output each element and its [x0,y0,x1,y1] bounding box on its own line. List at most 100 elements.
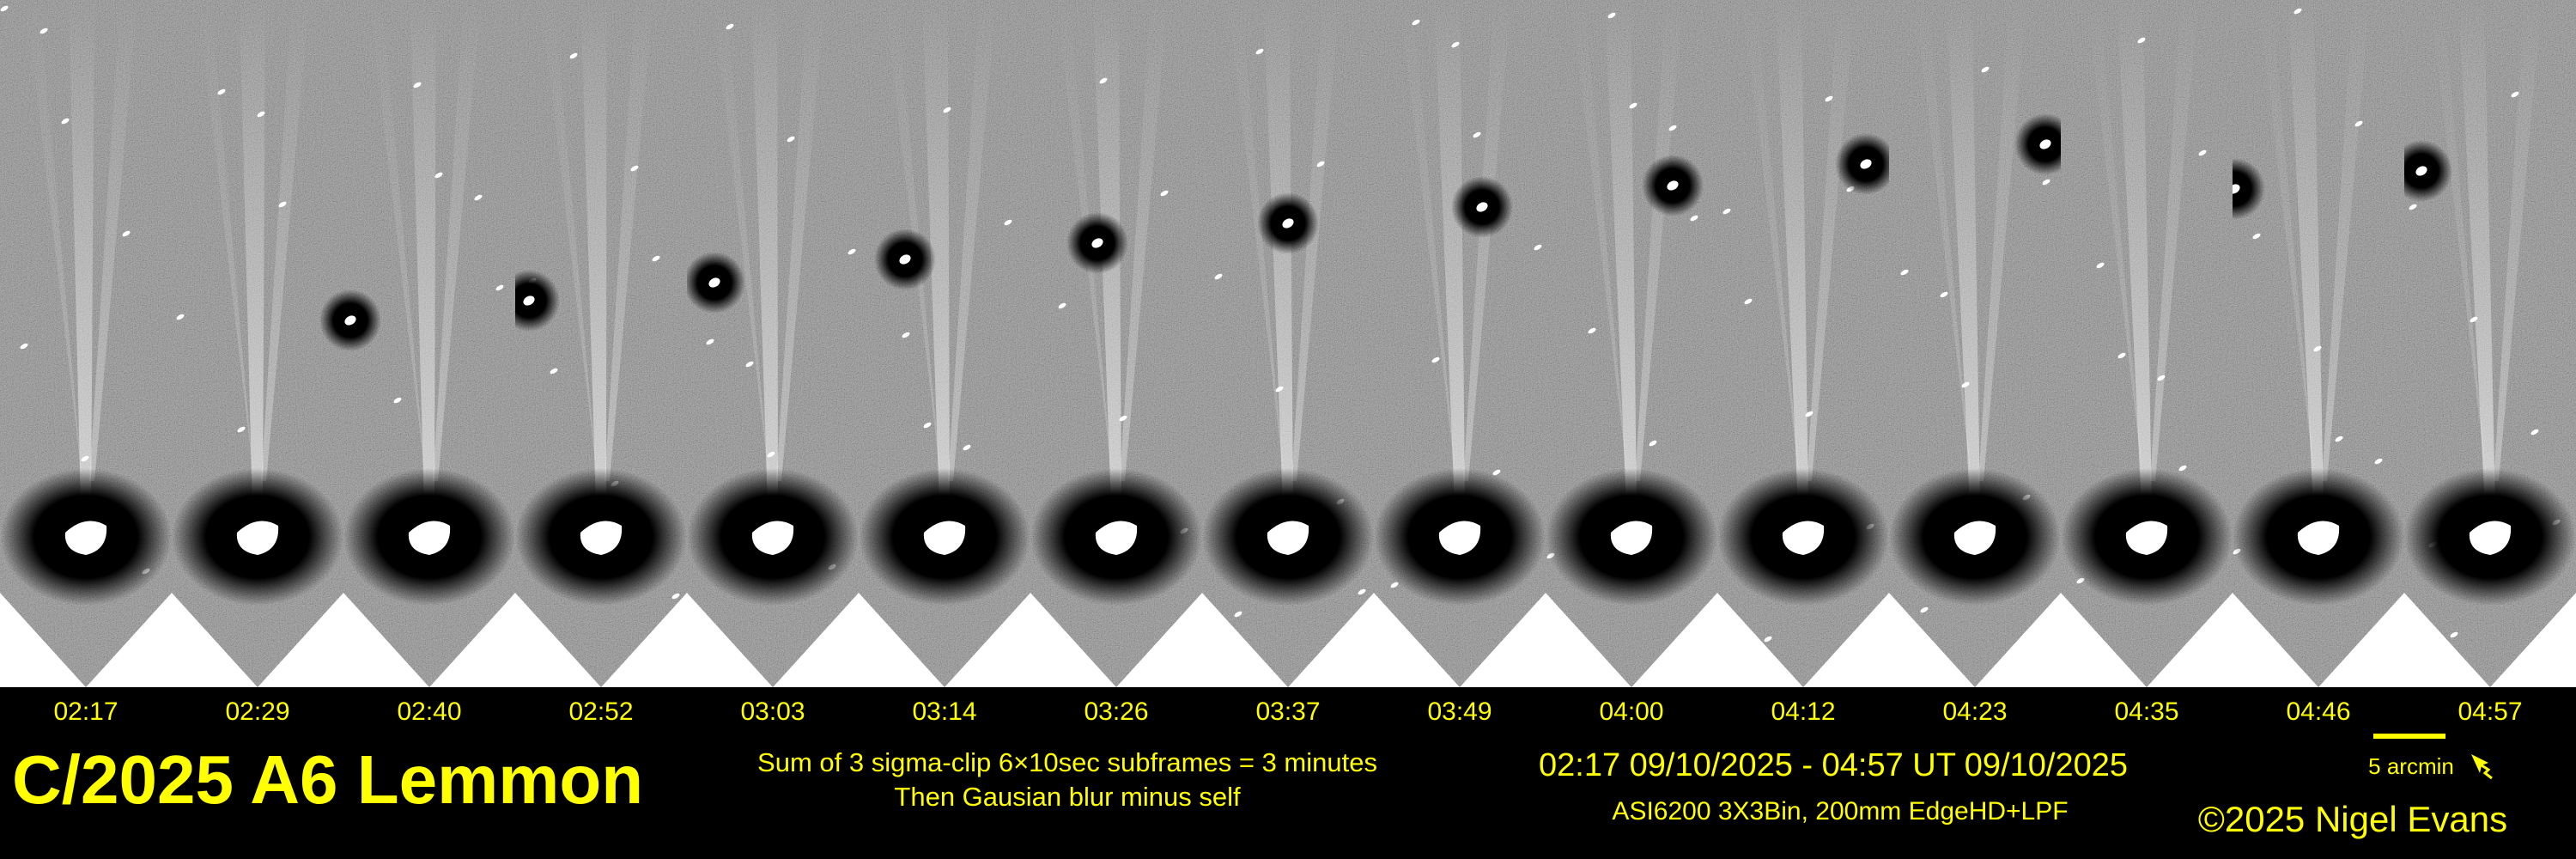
star [2042,179,2050,186]
star [2137,37,2146,44]
ion-tail [1605,0,1637,507]
star [1358,588,1366,595]
comet-frame [687,0,859,687]
star [1805,411,1814,417]
moving-object [1860,159,1872,169]
star [2335,436,2343,442]
star [1412,19,1420,26]
star [848,248,856,255]
nucleus [1267,521,1309,555]
comet-frame [2404,0,2576,687]
star [706,338,714,345]
ion-tail [1946,0,1980,507]
processing-line-2: Then Gausian blur minus self [894,782,1241,812]
nucleus [2297,521,2340,555]
star [1214,273,1223,280]
star [2198,149,2207,156]
star [1473,131,1481,138]
ion-tail [69,0,94,507]
nucleus [1782,521,1825,555]
nucleus [408,521,451,555]
moving-object [344,315,356,326]
nucleus [2469,521,2512,555]
star [1825,95,1833,102]
star [39,27,48,34]
nucleus [64,521,107,555]
star [745,361,754,368]
nucleus [1953,521,1996,555]
star [1534,244,1542,251]
nucleus [1610,521,1653,555]
star [902,332,910,338]
star [217,88,226,95]
ion-tail [922,0,950,507]
moving-object [1282,218,1294,228]
comet-frame [515,0,687,687]
nucleus [751,521,794,555]
frame-time-label: 03:37 [1255,698,1321,726]
star [1316,161,1325,168]
star [352,622,361,629]
comet-title: C/2025 A6 Lemmon [12,741,644,818]
star [1038,618,1047,624]
star [1668,125,1677,131]
frame-time-label: 04:23 [1942,698,2008,726]
star [1004,219,1012,226]
star [2450,631,2458,638]
star [176,314,185,320]
frame-time-label: 04:00 [1599,698,1664,726]
moving-object [899,254,911,265]
ion-tail [2117,0,2152,507]
star [1920,606,1929,613]
frame-time-label: 02:29 [225,698,290,726]
star [1275,386,1284,393]
star [1390,582,1399,588]
ion-tail [410,0,436,507]
moving-object [1476,202,1488,212]
star [923,422,932,429]
star [2117,352,2126,359]
ion-tail [2287,0,2324,507]
star [257,111,265,118]
star [278,201,287,208]
moving-object-halo [319,289,343,351]
frame-time-label: 03:14 [912,698,977,726]
moving-object [2039,139,2051,149]
star [1160,190,1169,197]
star [495,284,504,291]
star [1607,12,1616,19]
comet-frame [343,0,515,687]
star [882,647,890,654]
nucleus [580,521,623,555]
star [569,52,578,59]
direction-arrow-icon [2471,754,2493,780]
star [1234,611,1242,618]
ion-tail [1434,0,1465,507]
star [671,593,680,600]
star [1451,41,1460,48]
comet-frame [1374,0,1546,687]
star [1119,415,1127,422]
comet-frame [172,0,343,687]
star [1629,102,1637,109]
star [474,194,483,201]
star [1690,215,1698,222]
star [2178,465,2187,472]
star [1961,381,1970,388]
scale-label: 5 arcmin [2368,753,2454,779]
date-range: 02:17 09/10/2025 - 04:57 UT 09/10/2025 [1539,747,2128,783]
moving-object [2415,166,2427,176]
star [1492,469,1501,476]
star [1900,269,1909,276]
star [0,5,9,12]
frame-time-label: 04:12 [1771,698,1836,726]
star [413,82,422,88]
star [393,397,402,404]
star [1981,66,1990,73]
star [767,451,775,458]
moving-object [2233,184,2240,194]
star [630,165,639,172]
nucleus [236,521,279,555]
star [1722,208,1731,215]
caption-band [0,687,2576,859]
